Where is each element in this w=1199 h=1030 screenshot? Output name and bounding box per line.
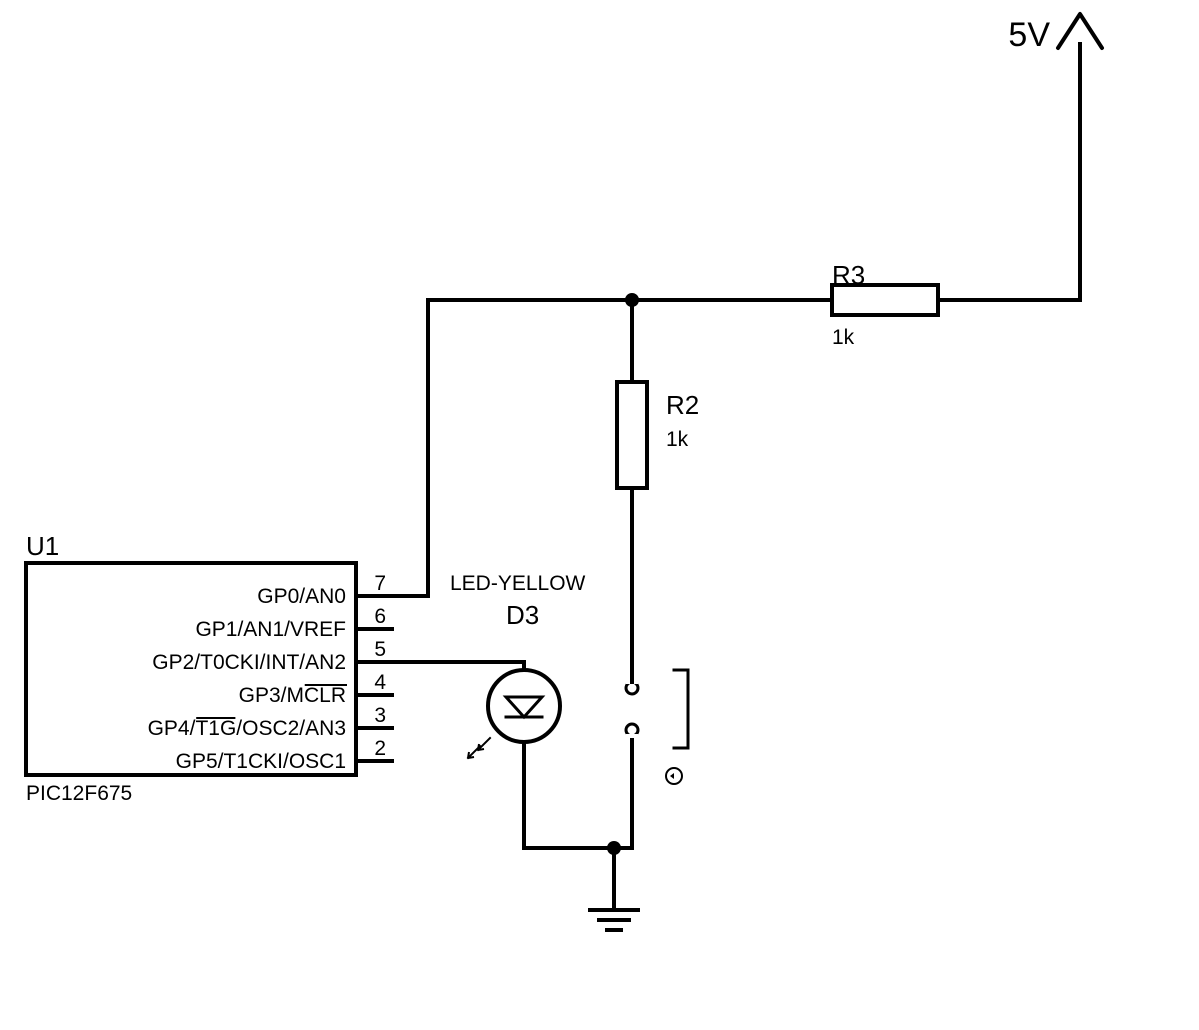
svg-text:R3: R3 — [832, 260, 865, 290]
svg-text:5: 5 — [374, 638, 386, 661]
svg-text:GP2/T0CKI/INT/AN2: GP2/T0CKI/INT/AN2 — [152, 651, 346, 674]
svg-text:PIC12F675: PIC12F675 — [26, 782, 132, 805]
svg-text:GP0/AN0: GP0/AN0 — [257, 585, 346, 608]
svg-text:LED-YELLOW: LED-YELLOW — [450, 572, 586, 595]
power-label: 5V — [1008, 16, 1050, 54]
svg-text:GP1/AN1/VREF: GP1/AN1/VREF — [195, 618, 346, 641]
svg-text:1k: 1k — [832, 326, 855, 349]
schematic: 5V U1 PIC12F675 7 GP0/AN0 6 GP1/AN1/VREF 5 GP2/T… — [0, 0, 1199, 1025]
led-d3 — [488, 670, 560, 742]
svg-text:R2: R2 — [666, 390, 699, 420]
svg-text:GP5/T1CKI/OSC1: GP5/T1CKI/OSC1 — [176, 750, 346, 773]
svg-text:U1: U1 — [26, 531, 59, 561]
svg-text:5V: 5V — [1008, 16, 1050, 54]
svg-text:4: 4 — [374, 671, 386, 694]
svg-text:6: 6 — [374, 605, 386, 628]
resistor-r2 — [617, 382, 647, 488]
svg-text:3: 3 — [374, 704, 386, 727]
svg-text:1k: 1k — [666, 428, 689, 451]
svg-text:D3: D3 — [506, 600, 539, 630]
svg-text:2: 2 — [374, 737, 386, 760]
svg-text:GP4/T1G/OSC2/AN3: GP4/T1G/OSC2/AN3 — [148, 717, 346, 740]
svg-text:7: 7 — [374, 572, 386, 595]
svg-text:GP3/MCLR: GP3/MCLR — [239, 684, 346, 707]
